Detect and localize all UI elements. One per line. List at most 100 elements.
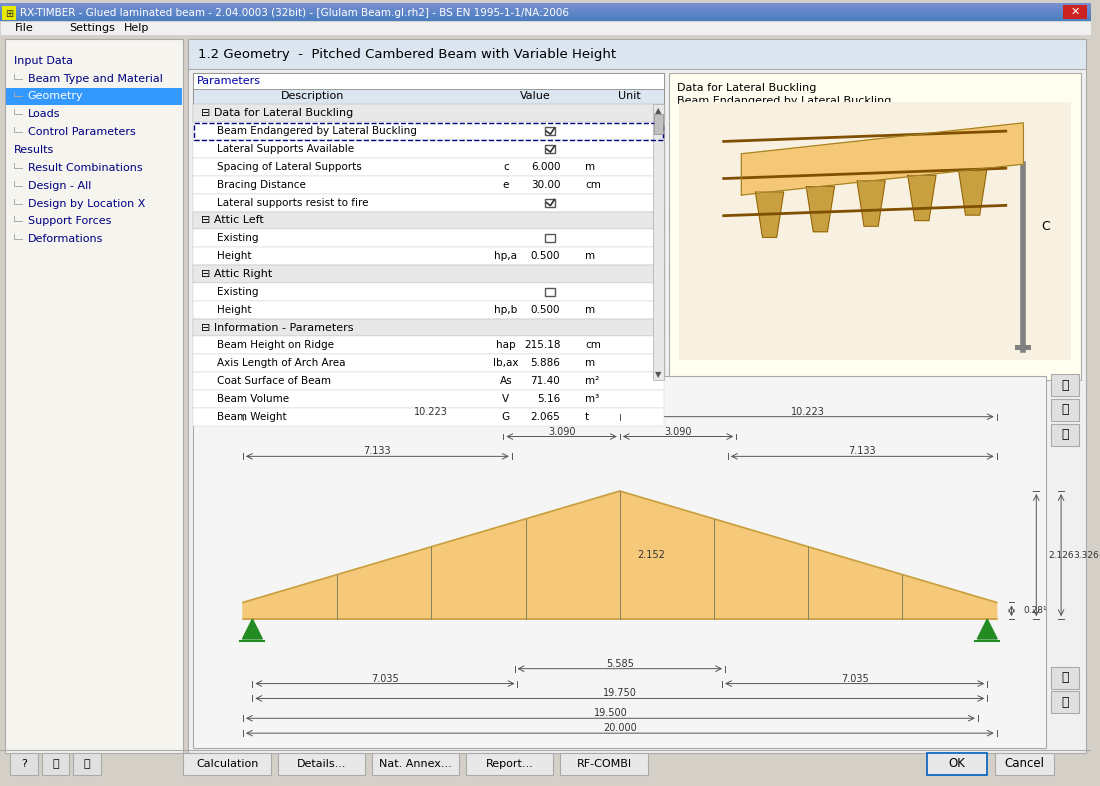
Text: ✕: ✕: [1070, 7, 1080, 17]
Polygon shape: [977, 619, 997, 639]
Bar: [194, 354, 664, 373]
Polygon shape: [908, 175, 936, 221]
Text: Help: Help: [124, 23, 150, 33]
Text: Height: Height: [217, 305, 252, 314]
Text: Geometry: Geometry: [28, 91, 84, 101]
Bar: [1052, 374, 1079, 396]
Text: Description: Description: [280, 91, 344, 101]
Polygon shape: [756, 192, 783, 237]
Polygon shape: [243, 491, 997, 619]
Bar: [194, 283, 664, 301]
Text: OK: OK: [948, 758, 966, 770]
Text: Lateral supports resist to fire: Lateral supports resist to fire: [217, 197, 368, 208]
Text: 2.152: 2.152: [638, 550, 666, 560]
Bar: [1063, 6, 1087, 19]
Text: 📊: 📊: [1062, 403, 1069, 417]
Text: Beam Type and Material: Beam Type and Material: [28, 74, 163, 83]
Bar: [74, 753, 101, 775]
Text: Axis Length of Arch Area: Axis Length of Arch Area: [217, 358, 345, 369]
Bar: [194, 140, 664, 158]
Text: ?: ?: [21, 759, 26, 769]
Bar: [188, 39, 1086, 753]
Text: 7.035: 7.035: [371, 674, 399, 684]
Text: Beam Weight: Beam Weight: [217, 412, 287, 422]
Text: ⊟ Attic Left: ⊟ Attic Left: [201, 215, 264, 226]
Bar: [188, 39, 1086, 68]
Bar: [194, 72, 664, 89]
Text: 3.090: 3.090: [664, 427, 692, 436]
Polygon shape: [958, 170, 987, 215]
Bar: [0, 17, 1091, 18]
Text: 5.886: 5.886: [530, 358, 560, 369]
Text: cm: cm: [585, 180, 601, 189]
Text: Calculation: Calculation: [196, 759, 258, 769]
Bar: [0, 3, 1091, 21]
Text: ⊟ Information - Parameters: ⊟ Information - Parameters: [201, 322, 354, 332]
Bar: [6, 39, 184, 753]
Text: 2.065: 2.065: [530, 412, 560, 422]
Text: 3.090: 3.090: [548, 427, 575, 436]
Text: Support Forces: Support Forces: [28, 216, 111, 226]
Bar: [194, 336, 664, 354]
Text: 📷: 📷: [1062, 696, 1069, 709]
Text: ⊞: ⊞: [4, 9, 13, 19]
Text: 📋: 📋: [84, 759, 90, 769]
Text: m: m: [585, 305, 595, 314]
Bar: [194, 193, 664, 211]
Text: Deformations: Deformations: [28, 234, 103, 244]
Text: 0.500: 0.500: [531, 252, 560, 261]
Bar: [0, 14, 1091, 15]
Text: Bracing Distance: Bracing Distance: [217, 180, 306, 189]
Bar: [0, 13, 1091, 14]
Bar: [0, 18, 1091, 19]
Text: Beam Volume: Beam Volume: [217, 394, 289, 404]
Bar: [0, 20, 1091, 21]
Bar: [652, 105, 664, 380]
Bar: [0, 4, 1091, 6]
Bar: [194, 230, 664, 248]
Bar: [546, 234, 556, 242]
Text: Report...: Report...: [486, 759, 534, 769]
Bar: [1052, 692, 1079, 714]
Bar: [194, 318, 664, 336]
Bar: [0, 11, 1091, 13]
Polygon shape: [806, 186, 835, 232]
Bar: [680, 102, 1071, 360]
Text: Loads: Loads: [28, 109, 60, 119]
Text: 10.223: 10.223: [415, 406, 449, 417]
Bar: [653, 114, 663, 134]
Text: 6.000: 6.000: [531, 162, 560, 172]
Bar: [195, 123, 663, 140]
Text: hp,b: hp,b: [494, 305, 517, 314]
Bar: [670, 72, 1081, 380]
Polygon shape: [857, 181, 886, 226]
Bar: [372, 753, 459, 775]
Text: Beam Height on Ridge: Beam Height on Ridge: [217, 340, 334, 351]
Bar: [1052, 399, 1079, 421]
Text: ⊟ Data for Lateral Buckling: ⊟ Data for Lateral Buckling: [201, 108, 353, 119]
Text: Spacing of Lateral Supports: Spacing of Lateral Supports: [217, 162, 362, 172]
Text: 20.000: 20.000: [603, 723, 637, 733]
Text: 📐: 📐: [1062, 428, 1069, 441]
Text: lb,ax: lb,ax: [493, 358, 518, 369]
Bar: [6, 87, 183, 105]
Bar: [194, 72, 664, 380]
Text: 💾: 💾: [52, 759, 58, 769]
Text: m: m: [585, 162, 595, 172]
Bar: [10, 753, 37, 775]
Text: 7.133: 7.133: [848, 446, 876, 457]
Text: 1.2 Geometry  -  Pitched Cambered Beam with Variable Height: 1.2 Geometry - Pitched Cambered Beam wit…: [198, 48, 616, 61]
Bar: [546, 288, 556, 296]
Text: Existing: Existing: [217, 287, 258, 297]
Text: ⊟ Attic Right: ⊟ Attic Right: [201, 269, 273, 279]
Text: e: e: [503, 180, 509, 189]
Polygon shape: [242, 619, 262, 639]
Text: RX-TIMBER - Glued laminated beam - 2.04.0003 (32bit) - [Glulam Beam.gl.rh2] - BS: RX-TIMBER - Glued laminated beam - 2.04.…: [20, 8, 569, 18]
Bar: [194, 376, 1046, 748]
Text: File: File: [15, 23, 34, 33]
Text: Data for Lateral Buckling: Data for Lateral Buckling: [678, 83, 816, 93]
Bar: [0, 19, 1091, 20]
Text: m³: m³: [585, 394, 600, 404]
Text: 215.18: 215.18: [524, 340, 560, 351]
Text: 19.750: 19.750: [603, 689, 637, 699]
